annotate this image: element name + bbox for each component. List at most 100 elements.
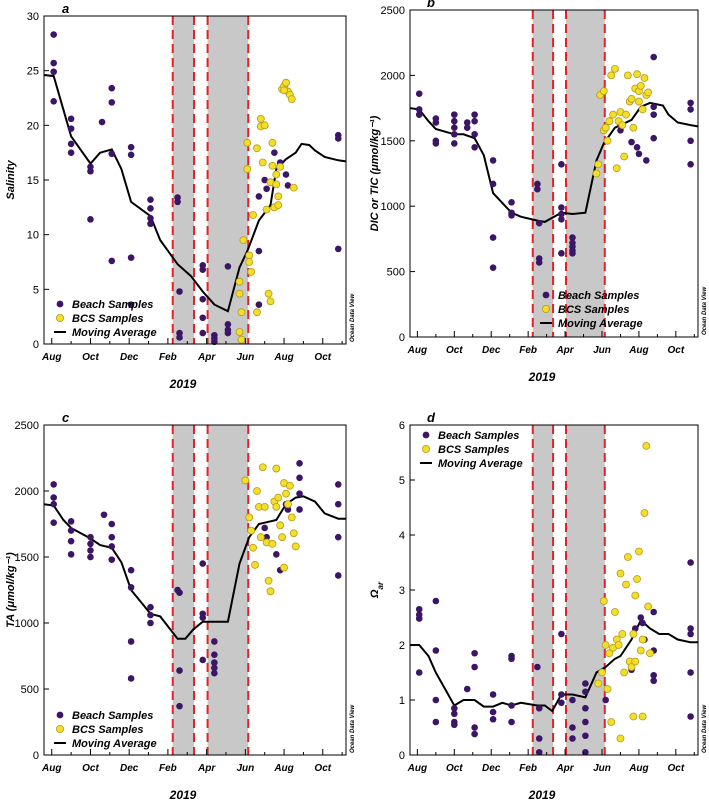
bcs-sample-point bbox=[609, 110, 617, 119]
beach-sample-point bbox=[211, 664, 218, 672]
y-tick-label: 2000 bbox=[15, 486, 39, 498]
x-tick-label: Oct bbox=[668, 763, 685, 774]
beach-sample-point bbox=[334, 533, 342, 541]
bcs-sample-point bbox=[253, 487, 261, 495]
legend-beach-marker bbox=[56, 711, 64, 719]
x-tick-label: Feb bbox=[159, 352, 177, 363]
beach-sample-point bbox=[199, 266, 207, 273]
beach-sample-point bbox=[582, 704, 589, 712]
beach-sample-point bbox=[67, 149, 75, 156]
panel-d: 0 1 2 3 4 5 6 Aug Oct Dec Feb Apr Jun Aug Oct 2019 d Ωar O… bbox=[369, 410, 708, 802]
legend-beach-marker bbox=[542, 291, 550, 299]
legend-bcs-marker bbox=[56, 725, 65, 734]
beach-sample-point bbox=[508, 198, 515, 206]
beach-sample-point bbox=[687, 625, 694, 632]
bcs-sample-point bbox=[237, 335, 246, 344]
bcs-sample-point bbox=[636, 646, 645, 655]
bcs-sample-point bbox=[627, 95, 636, 103]
bcs-sample-point bbox=[627, 663, 636, 671]
x-tick-label: Dec bbox=[482, 763, 501, 774]
beach-sample-point bbox=[650, 677, 657, 685]
bcs-sample-point bbox=[235, 277, 244, 286]
bcs-sample-point bbox=[243, 165, 252, 173]
y-tick-label: 3 bbox=[399, 585, 405, 597]
panel-a: 0 5 10 15 20 25 30 Aug Oct Dec Feb Apr Jun Aug Oct 2019… bbox=[5, 1, 356, 391]
beach-sample-point bbox=[108, 533, 116, 541]
legend-moving-average-label: Moving Average bbox=[72, 738, 157, 750]
bcs-sample-point bbox=[616, 569, 625, 578]
x-tick-label: Dec bbox=[120, 763, 139, 774]
y-tick-label: 2 bbox=[399, 640, 405, 652]
beach-sample-point bbox=[211, 338, 218, 346]
beach-sample-point bbox=[508, 212, 515, 219]
beach-sample-point bbox=[296, 474, 303, 482]
bcs-sample-point bbox=[266, 587, 275, 596]
beach-sample-point bbox=[108, 150, 116, 158]
y-tick-label: 6 bbox=[399, 420, 405, 432]
y-tick-label: 0 bbox=[399, 750, 405, 762]
legend-moving-average-label: Moving Average bbox=[558, 318, 643, 330]
beach-sample-point bbox=[451, 721, 458, 729]
beach-sample-point bbox=[558, 210, 565, 218]
panel-b: 0 500 1000 1500 2000 2500 Aug Oct Dec Feb Apr Jun Au… bbox=[369, 0, 708, 384]
bcs-sample-point bbox=[272, 180, 281, 189]
beach-sample-point bbox=[176, 589, 183, 596]
beach-sample-point bbox=[463, 119, 471, 126]
y-tick-label: 1000 bbox=[15, 618, 39, 630]
bcs-sample-point bbox=[280, 86, 288, 95]
x-tick-label: Jun bbox=[593, 345, 611, 356]
bcs-sample-point bbox=[235, 289, 244, 298]
bcs-sample-point bbox=[258, 463, 267, 472]
beach-sample-point bbox=[87, 547, 94, 554]
beach-sample-point bbox=[432, 119, 440, 126]
y-tick-label: 30 bbox=[27, 11, 39, 23]
bcs-sample-point bbox=[614, 641, 623, 649]
bcs-sample-point bbox=[644, 88, 653, 97]
y-tick-label: 2500 bbox=[15, 420, 39, 432]
beach-sample-point bbox=[296, 490, 303, 497]
y-tick-label: 0 bbox=[33, 750, 39, 762]
shaded-period bbox=[172, 16, 195, 344]
bcs-sample-point bbox=[607, 71, 616, 80]
beach-sample-point bbox=[628, 138, 635, 146]
beach-sample-point bbox=[127, 143, 135, 151]
x-tick-label: Aug bbox=[273, 352, 293, 363]
beach-sample-point bbox=[471, 724, 478, 731]
bcs-sample-point bbox=[276, 521, 285, 530]
legend-bcs-label: BCS Samples bbox=[72, 724, 144, 736]
watermark: Ocean Data View bbox=[702, 287, 708, 335]
beach-sample-point bbox=[633, 144, 641, 151]
bcs-sample-point bbox=[631, 591, 640, 600]
beach-sample-point bbox=[489, 691, 497, 698]
bcs-sample-point bbox=[620, 668, 629, 677]
beach-sample-point bbox=[463, 685, 471, 693]
bcs-sample-point bbox=[282, 489, 290, 498]
bcs-sample-point bbox=[644, 602, 653, 611]
beach-sample-point bbox=[67, 551, 75, 558]
beach-sample-point bbox=[534, 663, 541, 671]
beach-sample-point bbox=[471, 117, 478, 125]
legend: Beach Samples BCS Samples Moving Average bbox=[540, 290, 643, 330]
beach-sample-point bbox=[334, 135, 342, 142]
beach-sample-point bbox=[489, 264, 497, 271]
bcs-sample-point bbox=[278, 533, 287, 542]
bcs-sample-point bbox=[272, 170, 281, 179]
bcs-sample-point bbox=[253, 144, 261, 153]
beach-sample-point bbox=[558, 161, 565, 168]
beach-sample-point bbox=[87, 533, 94, 541]
bcs-sample-point bbox=[635, 547, 643, 556]
x-tick-label: Aug bbox=[407, 763, 427, 774]
shaded-period bbox=[207, 425, 249, 755]
x-tick-label: Apr bbox=[555, 345, 574, 356]
beach-sample-point bbox=[334, 481, 342, 488]
beach-sample-point bbox=[224, 263, 232, 270]
beach-sample-point bbox=[687, 559, 694, 566]
y-tick-label: 2500 bbox=[381, 5, 405, 17]
bcs-sample-point bbox=[247, 526, 256, 535]
legend-beach-label: Beach Samples bbox=[72, 710, 153, 722]
beach-sample-point bbox=[489, 180, 497, 188]
bcs-sample-point bbox=[629, 630, 638, 638]
y-tick-label: 500 bbox=[21, 684, 39, 696]
bcs-sample-point bbox=[611, 608, 619, 616]
beach-sample-point bbox=[176, 288, 183, 295]
